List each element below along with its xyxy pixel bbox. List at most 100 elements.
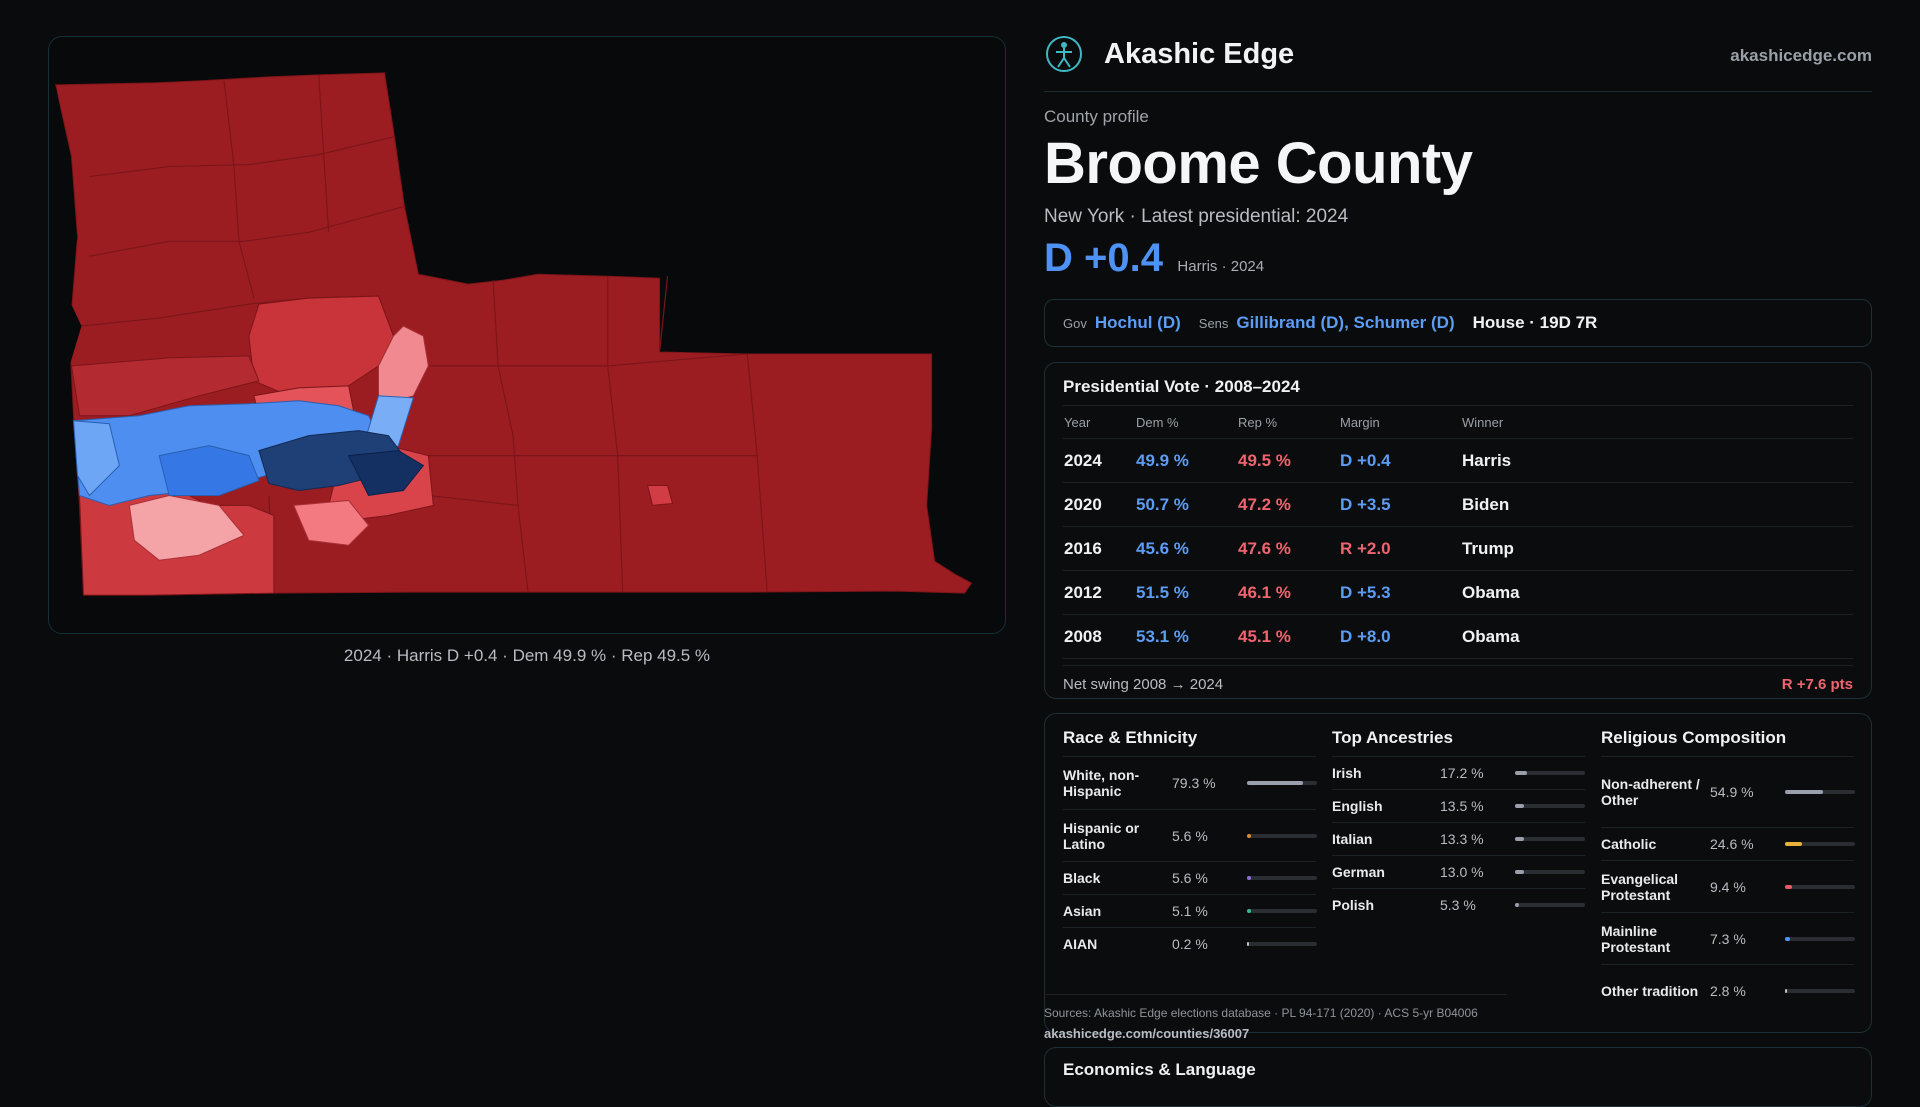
permalink[interactable]: akashicedge.com/counties/36007 <box>1044 1026 1250 1041</box>
religion-name: Non-adherent / Other <box>1601 776 1700 808</box>
ancestry-bar-fill <box>1515 870 1525 874</box>
religion-bar-fill <box>1785 988 1787 993</box>
race-row[interactable]: AIAN 0.2 % <box>1063 927 1317 960</box>
race-bar <box>1247 876 1317 880</box>
brand-url-link[interactable]: akashicedge.com <box>1730 46 1872 65</box>
ancestry-row[interactable]: Italian 13.3 % <box>1332 822 1585 855</box>
table-row[interactable]: 2024 49.9 % 49.5 % D +0.4 Harris <box>1063 438 1853 483</box>
sources-text: Sources: Akashic Edge elections database… <box>1044 1006 1478 1020</box>
ancestry-row[interactable]: Irish 17.2 % <box>1332 756 1585 789</box>
map-region-pink-3[interactable] <box>293 499 370 546</box>
cell-year: 2020 <box>1063 482 1135 527</box>
map-region-red-2[interactable] <box>70 355 260 417</box>
race-name: Black <box>1063 870 1101 886</box>
cell-margin: D +8.0 <box>1339 614 1461 659</box>
ancestry-bar <box>1515 903 1585 907</box>
religion-name: Evangelical Protestant <box>1601 870 1679 903</box>
table-row[interactable]: 2020 50.7 % 47.2 % D +3.5 Biden <box>1063 482 1853 527</box>
map-region-red-1[interactable] <box>248 295 394 397</box>
ancestry-row[interactable]: Polish 5.3 % <box>1332 888 1585 921</box>
cell-winner: Obama <box>1461 614 1853 659</box>
profile-subtitle: New York · Latest presidential: 2024 <box>1044 206 1349 227</box>
cell-margin: D +5.3 <box>1339 570 1461 615</box>
cell-year: 2024 <box>1063 438 1135 483</box>
map-region-navy-2[interactable] <box>347 450 425 497</box>
map-region-red-6[interactable] <box>646 484 674 506</box>
table-row[interactable]: 2008 53.1 % 45.1 % D +8.0 Obama <box>1063 614 1853 659</box>
presidential-table: Year Dem % Rep % Margin Winner 2024 49.9 … <box>1063 405 1853 659</box>
map-region-blue-4[interactable] <box>158 445 260 496</box>
race-bar-fill <box>1247 876 1251 880</box>
religion-name: Catholic <box>1601 836 1657 852</box>
cell-dem-pct: 45.6 % <box>1135 526 1237 571</box>
gov-label: Gov <box>1063 315 1087 331</box>
religion-row[interactable]: Non-adherent / Other 54.9 % <box>1601 756 1855 827</box>
race-pct: 79.3 % <box>1172 775 1216 791</box>
religion-row[interactable]: Catholic 24.6 % <box>1601 827 1855 860</box>
county-map[interactable] <box>49 37 1005 633</box>
religion-title: Religious Composition <box>1601 728 1787 747</box>
cell-rep-pct: 46.1 % <box>1237 570 1339 615</box>
cell-dem-pct: 50.7 % <box>1135 482 1237 527</box>
sens-label: Sens <box>1198 315 1229 331</box>
religion-bar <box>1785 790 1855 794</box>
ancestry-bar <box>1515 837 1585 841</box>
religion-row[interactable]: Mainline Protestant 7.3 % <box>1601 912 1855 964</box>
race-bar-fill <box>1247 781 1303 785</box>
governor-value[interactable]: Hochul (D) <box>1094 313 1181 332</box>
ancestry-name: Polish <box>1332 897 1375 913</box>
race-bar-fill <box>1247 909 1251 913</box>
page-title: Broome County <box>1044 131 1473 196</box>
ancestry-bar-fill <box>1515 903 1519 907</box>
race-name: Asian <box>1063 903 1102 919</box>
margin-value: D +0.4 <box>1044 236 1163 280</box>
globe-person-icon[interactable] <box>1044 34 1084 74</box>
race-row[interactable]: Black 5.6 % <box>1063 861 1317 894</box>
cell-winner: Obama <box>1461 570 1853 615</box>
religion-column: Religious Composition Non-adherent / Oth… <box>1601 728 1855 1016</box>
ancestry-name: English <box>1332 798 1383 814</box>
religion-pct: 54.9 % <box>1710 784 1754 800</box>
religion-bar-fill <box>1785 884 1792 889</box>
cell-dem-pct: 53.1 % <box>1135 614 1237 659</box>
latest-margin: D +0.4 Harris · 2024 <box>1044 236 1264 284</box>
brand-name[interactable]: Akashic Edge <box>1104 38 1295 70</box>
ancestry-pct: 13.5 % <box>1440 798 1484 814</box>
race-name: Hispanic or Latino <box>1063 819 1140 852</box>
ancestry-row[interactable]: English 13.5 % <box>1332 789 1585 822</box>
race-bar <box>1247 942 1317 946</box>
race-row[interactable]: White, non-Hispanic 79.3 % <box>1063 756 1317 809</box>
cell-rep-pct: 47.6 % <box>1237 526 1339 571</box>
map-region-pink-2[interactable] <box>128 494 245 561</box>
religion-pct: 24.6 % <box>1710 836 1754 852</box>
race-pct: 5.6 % <box>1172 827 1208 844</box>
economics-title: Economics & Language <box>1063 1060 1256 1079</box>
map-region-blue-3[interactable] <box>72 420 120 497</box>
race-row[interactable]: Hispanic or Latino 5.6 % <box>1063 809 1317 861</box>
net-swing-label: Net swing 2008 → 2024 <box>1063 676 1224 693</box>
ancestry-title: Top Ancestries <box>1332 728 1453 747</box>
ancestry-bar-fill <box>1515 837 1525 841</box>
senators-value[interactable]: Gillibrand (D), Schumer (D) <box>1236 313 1455 332</box>
map-edge-notch <box>55 84 82 366</box>
economics-card[interactable]: Economics & Language <box>1044 1047 1872 1107</box>
ancestry-pct: 5.3 % <box>1440 897 1476 913</box>
ancestry-bar <box>1515 771 1585 775</box>
county-map-panel[interactable] <box>48 36 1006 634</box>
ancestry-row[interactable]: German 13.0 % <box>1332 855 1585 888</box>
ancestry-bar <box>1515 870 1585 874</box>
religion-bar-fill <box>1785 790 1824 794</box>
religion-row[interactable]: Evangelical Protestant 9.4 % <box>1601 860 1855 912</box>
ancestry-bar-fill <box>1515 804 1525 808</box>
cell-year: 2008 <box>1063 614 1135 659</box>
religion-bar <box>1785 988 1855 993</box>
presidential-title: Presidential Vote · 2008–2024 <box>1063 377 1300 396</box>
cell-margin: D +3.5 <box>1339 482 1461 527</box>
table-row[interactable]: 2016 45.6 % 47.6 % R +2.0 Trump <box>1063 526 1853 571</box>
ancestry-pct: 13.3 % <box>1440 831 1484 847</box>
cell-dem-pct: 51.5 % <box>1135 570 1237 615</box>
table-header-row: Year Dem % Rep % Margin Winner <box>1063 405 1853 439</box>
race-row[interactable]: Asian 5.1 % <box>1063 894 1317 927</box>
religion-row[interactable]: Other tradition 2.8 % <box>1601 964 1855 1016</box>
table-row[interactable]: 2012 51.5 % 46.1 % D +5.3 Obama <box>1063 570 1853 615</box>
